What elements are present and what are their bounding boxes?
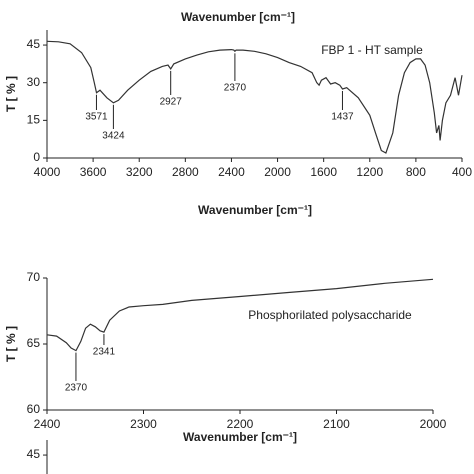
spectrum-line xyxy=(46,40,463,154)
y-axis-label: T [ % ] xyxy=(4,326,18,362)
annotation-label: 2370 xyxy=(65,383,88,394)
legend-text: FBP 1 - HT sample xyxy=(321,43,423,57)
x-tick-label: 3600 xyxy=(80,165,107,179)
spectrum-line xyxy=(46,278,434,352)
x-tick-label: 2000 xyxy=(264,165,291,179)
x-tick-label: 2300 xyxy=(130,417,157,431)
x-tick-label: 1200 xyxy=(356,165,383,179)
x-tick-label: 2400 xyxy=(34,417,61,431)
annotation-label: 3424 xyxy=(102,131,125,142)
x-tick-label: 800 xyxy=(406,165,426,179)
y-tick-label: 45 xyxy=(27,37,41,51)
y-axis-label: T [ % ] xyxy=(4,76,18,112)
x-axis-label: Wavenumber [cm⁻¹] xyxy=(181,10,295,24)
x-tick-label: 2000 xyxy=(420,417,447,431)
y-tick-label: 65 xyxy=(27,336,41,350)
annotation-label: 2370 xyxy=(224,83,247,94)
x-tick-label: 2400 xyxy=(218,165,245,179)
y-tick-label: 45 xyxy=(27,447,41,461)
y-tick-label: 70 xyxy=(27,270,41,284)
x-axis-label: Wavenumber [cm⁻¹] xyxy=(183,430,297,444)
x-tick-label: 4000 xyxy=(34,165,61,179)
x-tick-label: 2100 xyxy=(323,417,350,431)
annotation-label: 1437 xyxy=(331,112,354,123)
x-axis-label: Wavenumber [cm⁻¹] xyxy=(198,203,312,217)
legend-text: Phosphorilated polysaccharide xyxy=(248,308,412,322)
y-tick-label: 15 xyxy=(27,113,41,127)
x-tick-label: 3200 xyxy=(126,165,153,179)
x-tick-label: 400 xyxy=(452,165,472,179)
annotation-label: 2341 xyxy=(93,347,116,358)
y-tick-label: 0 xyxy=(33,150,40,164)
y-tick-label: 30 xyxy=(27,75,41,89)
x-tick-label: 2800 xyxy=(172,165,199,179)
y-tick-label: 60 xyxy=(27,402,41,416)
x-tick-label: 1600 xyxy=(310,165,337,179)
x-tick-label: 2200 xyxy=(227,417,254,431)
annotation-label: 3571 xyxy=(85,112,108,123)
annotation-label: 2927 xyxy=(160,97,183,108)
